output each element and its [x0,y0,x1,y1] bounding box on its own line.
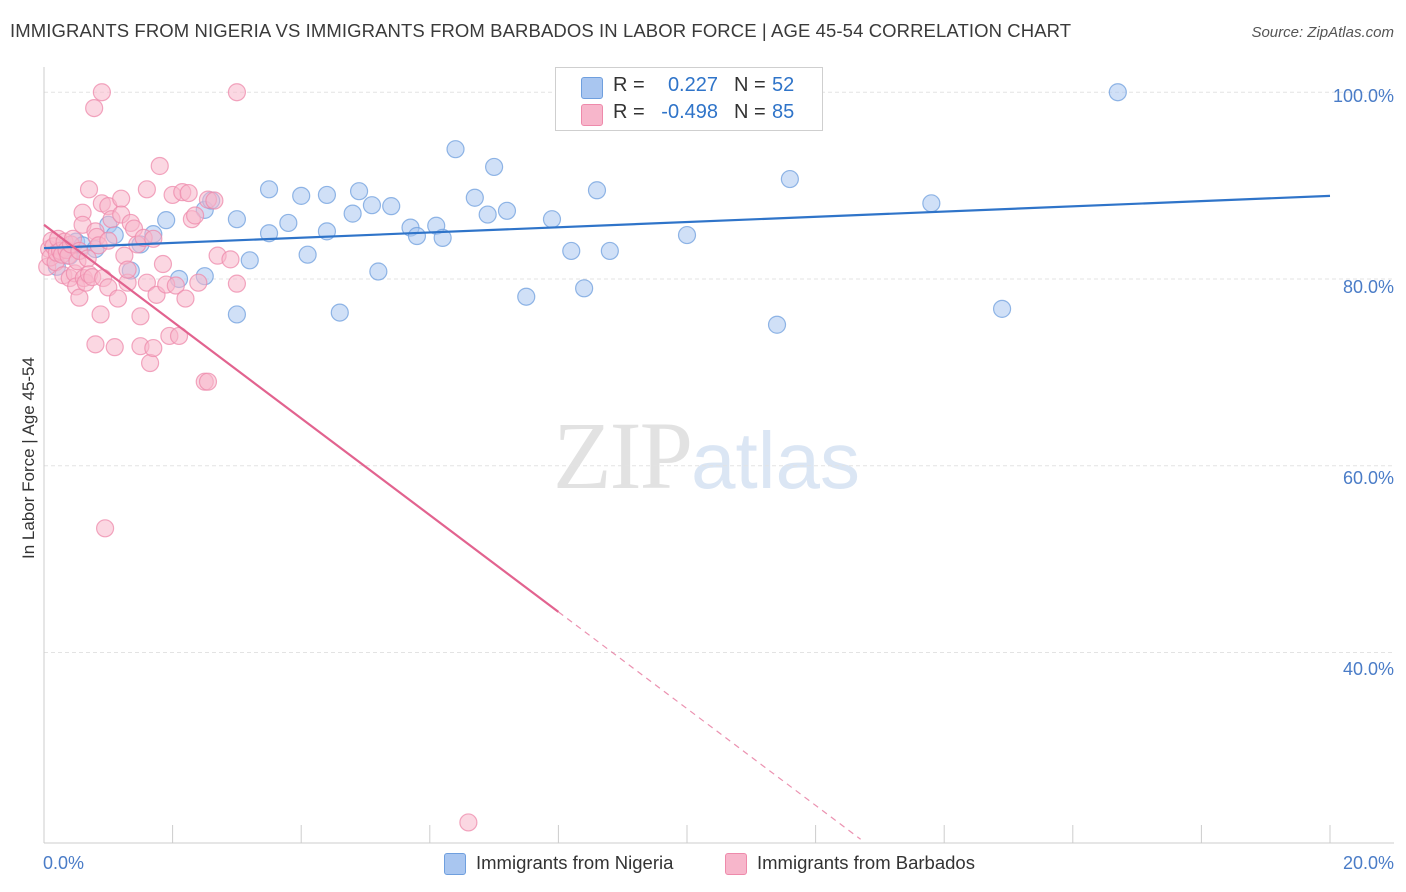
nigeria-point-21 [279,213,298,233]
barbados-point-82 [227,274,246,293]
nigeria-point-18 [240,251,259,270]
barbados-point-58 [137,273,156,292]
barbados-point-45 [108,289,128,308]
barbados-point-83 [227,83,246,102]
nigeria-point-39 [485,157,504,177]
nigeria-r-label: R = [613,74,645,96]
nigeria-point-38 [478,205,497,224]
nigeria-point-33 [407,226,427,246]
barbados-point-71 [176,289,195,308]
nigeria-trend-line [43,194,1331,250]
barbados-swatch [581,104,603,126]
barbados-n-label: N = [734,101,766,123]
nigeria-point-51 [992,299,1012,318]
y-axis-label: In Labor Force | Age 45-54 [19,357,38,559]
barbados-point-31 [86,335,105,354]
watermark: ZIPatlas [553,400,860,511]
barbados-point-50 [118,260,137,279]
barbados-point-74 [186,206,205,225]
nigeria-point-36 [446,140,465,159]
nigeria-point-35 [433,228,452,247]
barbados-point-63 [150,156,169,176]
barbados-point-39 [95,519,115,538]
barbados-trend-line [43,223,560,613]
nigeria-point-20 [259,180,279,199]
nigeria-point-41 [517,287,536,306]
bottom-legend-barbados-swatch [725,853,747,875]
nigeria-point-37 [465,188,484,207]
barbados-point-44 [105,338,124,357]
nigeria-point-11 [157,211,176,230]
bottom-legend-nigeria-swatch [444,853,466,875]
barbados-point-75 [189,273,208,292]
nigeria-point-22 [292,186,311,205]
nigeria-point-28 [349,182,369,201]
barbados-r-value: -0.498 [661,101,718,123]
nigeria-n-label: N = [734,74,766,96]
barbados-point-84 [459,813,478,832]
x-tick-label-max: 20.0% [1342,853,1394,873]
nigeria-n-value: 52 [772,74,795,96]
nigeria-point-19 [259,224,279,243]
nigeria-point-29 [362,196,382,215]
barbados-point-46 [112,189,131,208]
barbados-point-59 [140,353,160,373]
barbados-r-label: R = [613,101,645,123]
nigeria-point-52 [1108,83,1127,102]
nigeria-point-49 [780,169,799,189]
bottom-legend-nigeria-label: Immigrants from Nigeria [476,852,674,873]
bottom-legend-barbados-label: Immigrants from Barbados [757,852,975,873]
nigeria-r-value: 0.227 [667,74,718,96]
nigeria-point-16 [227,210,246,229]
nigeria-point-31 [382,197,401,216]
barbados-point-21 [70,288,89,307]
correlation-legend: R = 0.227 N = 52 R = -0.498 N = 85 [555,67,823,131]
nigeria-point-30 [369,262,388,281]
barbados-point-81 [221,250,240,269]
chart-title: IMMIGRANTS FROM NIGERIA VS IMMIGRANTS FR… [10,20,1072,41]
barbados-trend-line-extrapolated [558,611,861,840]
barbados-point-57 [137,180,156,199]
barbados-point-72 [179,183,198,203]
barbados-point-60 [144,338,163,358]
nigeria-point-23 [298,245,317,264]
nigeria-point-25 [317,185,337,205]
barbados-n-value: 85 [772,101,795,123]
nigeria-swatch [581,77,603,99]
nigeria-point-43 [562,241,581,261]
nigeria-point-42 [542,210,562,229]
watermark-atlas: atlas [691,416,860,505]
nigeria-point-17 [227,305,246,324]
nigeria-point-47 [677,225,697,245]
y-tick-label-40: 40.0% [1342,659,1394,679]
barbados-point-35 [91,305,110,324]
barbados-point-54 [131,307,150,326]
barbados-point-79 [205,191,224,210]
nigeria-point-50 [922,194,941,213]
barbados-point-28 [79,180,99,199]
nigeria-point-46 [600,241,619,261]
y-tick-label-100: 100.0% [1332,86,1394,106]
y-tick-label-80: 80.0% [1342,277,1394,297]
x-tick-label-min: 0.0% [43,853,85,873]
nigeria-point-26 [330,303,349,322]
source-label: Source: ZipAtlas.com [1251,24,1394,41]
barbados-point-30 [85,98,104,118]
barbados-point-78 [198,372,218,391]
nigeria-point-40 [497,201,517,220]
barbados-point-64 [153,254,173,274]
watermark-zip: ZIP [553,402,693,509]
y-tick-label-60: 60.0% [1342,468,1394,488]
nigeria-point-48 [767,315,787,334]
barbados-point-68 [166,276,185,295]
nigeria-point-27 [343,204,362,223]
nigeria-point-45 [587,181,607,200]
nigeria-point-44 [575,279,594,298]
barbados-point-36 [92,83,111,102]
